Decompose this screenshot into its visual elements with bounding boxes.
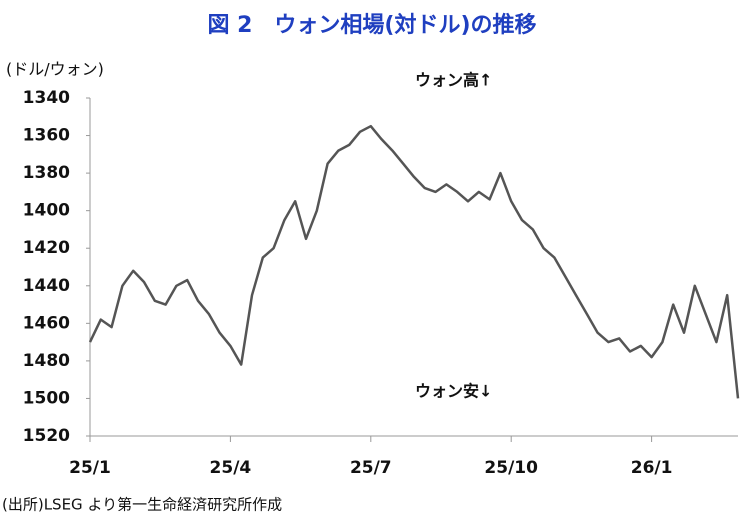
y-tick-label: 1360 xyxy=(23,126,70,146)
y-tick-label: 1440 xyxy=(23,276,70,296)
x-tick-label: 26/1 xyxy=(631,458,673,478)
y-tick-label: 1380 xyxy=(23,163,70,183)
annotation: ウォン安↓ xyxy=(415,382,492,401)
chart-title: 図 2 ウォン相場(対ドル)の推移 xyxy=(207,12,536,38)
y-tick-label: 1520 xyxy=(23,426,70,446)
price-line xyxy=(88,124,740,399)
x-tick-label: 25/4 xyxy=(210,458,252,478)
x-tick-label: 25/1 xyxy=(69,458,111,478)
y-tick-label: 1420 xyxy=(23,238,70,258)
y-tick-label: 1340 xyxy=(23,88,70,108)
y-axis-label: (ドル/ウォン) xyxy=(6,60,104,79)
y-tick-label: 1400 xyxy=(23,201,70,221)
y-tick-label: 1460 xyxy=(23,313,70,333)
x-tick-label: 25/7 xyxy=(350,458,392,478)
x-tick-label: 25/10 xyxy=(484,458,538,478)
y-tick-label: 1480 xyxy=(23,351,70,371)
y-tick-label: 1500 xyxy=(23,388,70,408)
annotation: ウォン高↑ xyxy=(415,71,492,90)
source-note: (出所)LSEG より第一生命経済研究所作成 xyxy=(2,496,282,514)
